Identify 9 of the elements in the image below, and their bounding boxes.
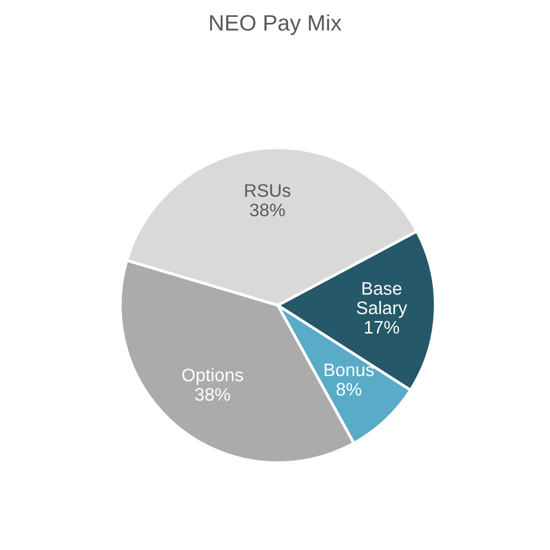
data-label: 38%: [195, 388, 230, 401]
data-label: 38%: [250, 204, 285, 216]
slice-label: Bonus: [324, 364, 374, 376]
data-label: 17%: [364, 321, 400, 334]
slice-label: RSUs: [245, 184, 290, 197]
chart-title: NEO Pay Mix: [210, 14, 342, 36]
slice-label: Base Salary: [356, 282, 408, 318]
data-label: 8%: [336, 382, 362, 396]
slice-label: Options: [182, 368, 244, 385]
